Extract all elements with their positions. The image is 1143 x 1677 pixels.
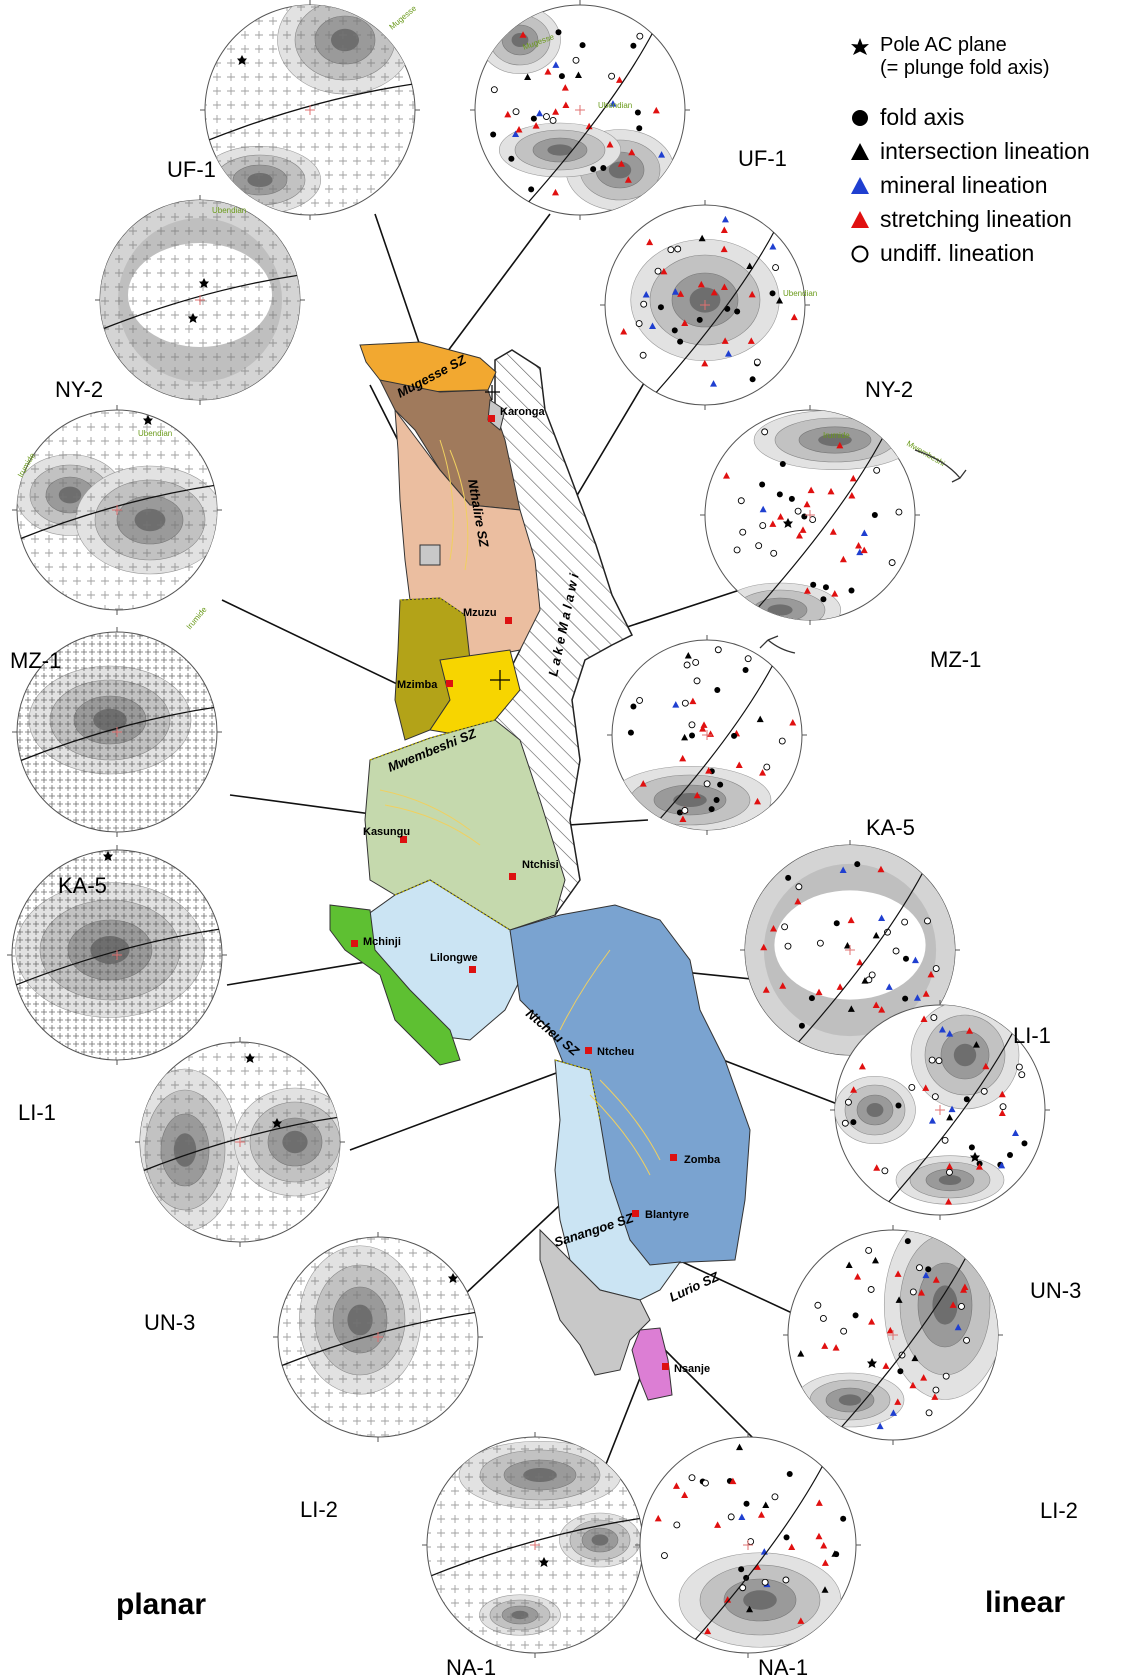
ann-ubendian-2: Ubendian (212, 206, 246, 215)
map-crosses (485, 385, 510, 690)
stereonet-uf1-linear (470, 0, 690, 220)
star-icon (851, 38, 869, 55)
town-ntchisi: Ntchisi (522, 859, 559, 871)
legend-pole-label-2: (= plunge fold axis) (880, 57, 1050, 79)
town-mchinji: Mchinji (363, 936, 401, 948)
title-li1-planar: LI-1 (18, 1100, 56, 1125)
pole-star (143, 415, 153, 425)
title-mz1-planar: MZ-1 (10, 648, 61, 673)
sense-arrows (759, 449, 967, 654)
town-mzimba: Mzimba (397, 679, 438, 691)
legend-intersection: intersection lineation (851, 138, 1090, 165)
town-labels: Karonga Mzuzu Mzimba Kasungu Ntchisi Mch… (363, 406, 721, 1375)
ann-mugesse-1: Mugesse (388, 3, 419, 31)
stereonet-ka5-linear (607, 635, 807, 835)
legend-pole-label-1: Pole AC plane (880, 34, 1007, 56)
stereonet-li1-planar (7, 845, 227, 1065)
ann-irumide-2: Irumide (185, 605, 209, 632)
town-markers (351, 415, 677, 1370)
pole-star (539, 1557, 549, 1567)
legend-pole: Pole AC plane (= plunge fold axis) (851, 34, 1050, 80)
title-ka5-planar: KA-5 (58, 873, 107, 898)
stereonet-li2-planar (273, 1232, 483, 1442)
stereonets (7, 0, 1050, 1658)
town-mzuzu: Mzuzu (463, 607, 497, 619)
red-triangle-icon (851, 211, 869, 228)
ann-ubendian-4: Ubendian (138, 429, 172, 438)
legend-stretching: stretching lineation (851, 206, 1072, 233)
title-li2-linear: LI-2 (1040, 1498, 1078, 1523)
malawi-map (329, 341, 751, 1401)
stereonet-mz1-linear (700, 405, 920, 625)
title-uf1-planar: UF-1 (167, 157, 216, 182)
town-lilongwe: Lilongwe (430, 952, 478, 964)
stereonet-titles: UF-1 UF-1 NY-2 NY-2 MZ-1 MZ-1 KA-5 KA-5 … (10, 146, 1081, 1677)
stereonet-li1-linear (740, 840, 960, 1060)
title-uf1-linear: UF-1 (738, 146, 787, 171)
stereonet-ny2-planar (95, 195, 305, 405)
title-ny2-linear: NY-2 (865, 377, 913, 402)
stereonet-ka5-planar (12, 627, 222, 837)
stereonet-uf1-planar (200, 0, 420, 220)
stereonet-un3-planar (135, 1037, 345, 1247)
stereonet-mz1-planar (12, 405, 222, 615)
town-karonga: Karonga (500, 406, 546, 418)
town-blantyre: Blantyre (645, 1209, 689, 1221)
town-ntcheu: Ntcheu (597, 1046, 634, 1058)
ann-ubendian-1: Ubendian (598, 101, 632, 110)
pole-star (245, 1053, 255, 1063)
town-kasungu: Kasungu (363, 826, 410, 838)
title-li1-linear: LI-1 (1013, 1023, 1051, 1048)
legend-undiff: undiff. lineation (851, 240, 1034, 267)
title-li2-planar: LI-2 (300, 1497, 338, 1522)
title-un3-linear: UN-3 (1030, 1278, 1081, 1303)
blue-triangle-icon (851, 177, 869, 194)
ann-ubendian-3: Ubendian (783, 289, 817, 298)
legend-fold-axis: fold axis (852, 104, 964, 131)
stereonet-na1-planar (422, 1432, 648, 1658)
pole-star (970, 1152, 980, 1162)
open-circle-icon (851, 245, 869, 263)
column-label-planar: planar (116, 1588, 206, 1621)
title-mz1-linear: MZ-1 (930, 647, 981, 672)
title-ka5-linear: KA-5 (866, 815, 915, 840)
column-label-linear: linear (985, 1586, 1065, 1619)
legend-mineral: mineral lineation (851, 172, 1047, 199)
stereonet-na1-linear (635, 1432, 861, 1658)
filled-circle-icon (852, 110, 868, 126)
stereonet-li2-linear (783, 1225, 1003, 1445)
pole-star (448, 1273, 458, 1283)
title-na1-planar: NA-1 (446, 1655, 496, 1677)
stereonet-ny2-linear (600, 200, 810, 410)
ann-irumide-3: Irumide (823, 431, 850, 440)
sz-lurio: Lurio SZ (667, 1268, 722, 1304)
town-nsanje: Nsanje (674, 1363, 710, 1375)
pole-star (783, 518, 793, 528)
pole-star (199, 278, 209, 288)
stereonet-un3-linear (830, 1000, 1050, 1220)
pole-star (272, 1118, 282, 1128)
pole-star (188, 313, 198, 323)
pole-star (237, 55, 247, 65)
title-ny2-planar: NY-2 (55, 377, 103, 402)
pole-star (103, 851, 113, 861)
pole-star (867, 1358, 877, 1368)
black-triangle-icon (851, 143, 869, 160)
title-na1-linear: NA-1 (758, 1655, 808, 1677)
title-un3-planar: UN-3 (144, 1310, 195, 1335)
town-zomba: Zomba (684, 1154, 721, 1166)
